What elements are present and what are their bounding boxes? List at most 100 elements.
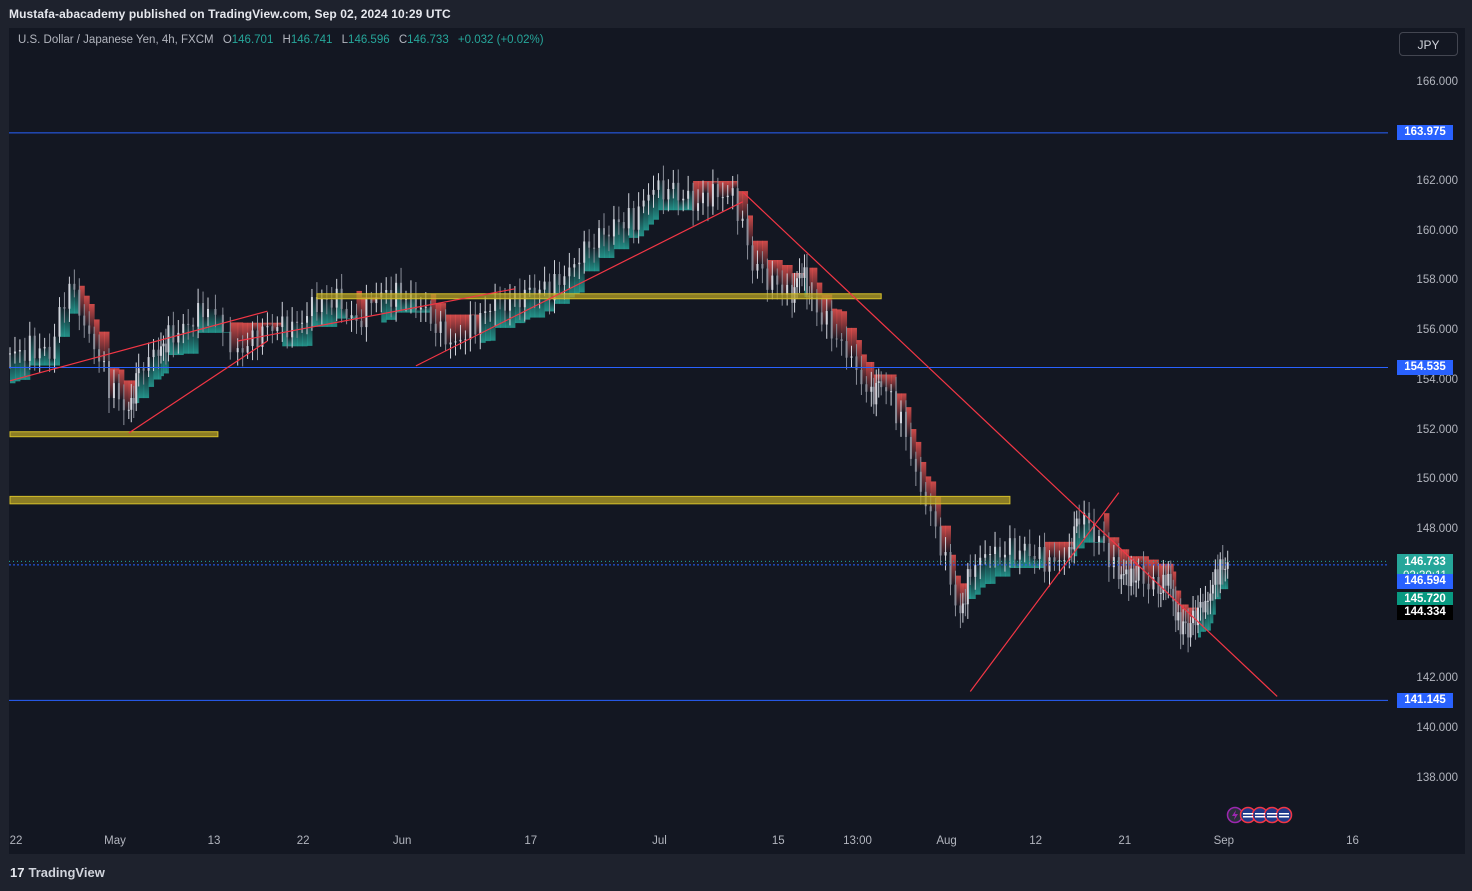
ribbon-segment — [435, 303, 442, 333]
candle-body — [900, 411, 902, 424]
tradingview-logo[interactable]: 17 TradingView — [10, 865, 105, 880]
ribbon-segment — [415, 309, 422, 313]
candle-body — [914, 458, 917, 472]
candle-body — [276, 327, 279, 332]
candle-body — [33, 335, 36, 359]
time-tick-label: 22 — [296, 835, 310, 847]
ribbon-segment — [1034, 558, 1041, 568]
ribbon-segment — [118, 369, 125, 400]
candle-body — [1177, 612, 1180, 621]
tradingview-logo-icon: 17 — [10, 865, 25, 880]
ribbon-segment — [985, 554, 991, 584]
candle-body — [137, 368, 140, 374]
candle-body — [142, 368, 145, 371]
ribbon-segment — [891, 374, 897, 392]
ribbon-segment — [975, 564, 981, 595]
publisher-line: Mustafa-abacademy published on TradingVi… — [9, 7, 451, 21]
ribbon-segment — [307, 316, 313, 346]
ribbon-segment — [1099, 536, 1105, 543]
ribbon-segment — [643, 200, 650, 231]
ribbon-segment — [287, 337, 293, 347]
candle-body — [667, 189, 670, 200]
price-axis-tag: 154.535 — [1397, 359, 1453, 375]
ribbon-segment — [445, 314, 452, 345]
ribbon-segment — [450, 314, 456, 343]
candle-body — [880, 381, 883, 388]
candle-body — [568, 267, 571, 277]
candle-body — [449, 342, 452, 345]
candle-body — [865, 384, 868, 392]
candle-body — [63, 307, 66, 309]
top-bar: Mustafa-abacademy published on TradingVi… — [0, 0, 1472, 28]
candle-body — [214, 308, 217, 315]
candle-body — [159, 346, 162, 356]
ribbon-segment — [836, 309, 843, 340]
chart-area[interactable] — [9, 28, 1465, 854]
candle-body — [1164, 574, 1167, 586]
ribbon-segment — [1064, 541, 1070, 561]
ribbon-segment — [1108, 537, 1115, 568]
ribbon-segment — [608, 236, 615, 258]
candle-body — [578, 262, 581, 265]
symbol-title[interactable]: U.S. Dollar / Japanese Yen, 4h, FXCM — [18, 34, 214, 46]
candle-body — [672, 182, 675, 190]
candle-body — [310, 297, 313, 317]
ribbon-segment — [1074, 526, 1078, 557]
candle-body — [1117, 557, 1120, 580]
ribbon-segment — [935, 496, 942, 527]
price-tick-label: 160.000 — [1416, 224, 1458, 237]
ribbon-segment — [970, 576, 976, 599]
ribbon-segment — [123, 380, 130, 411]
ribbon-segment — [230, 322, 239, 353]
candle-body — [603, 228, 605, 235]
candle-body — [984, 554, 987, 558]
ribbon-segment — [554, 273, 560, 304]
candle-body — [815, 297, 818, 313]
price-tick-label: 166.000 — [1416, 75, 1458, 88]
symbol-legend: U.S. Dollar / Japanese Yen, 4h, FXCM O14… — [18, 34, 544, 46]
candle-body — [583, 241, 586, 263]
candle-body — [43, 346, 46, 349]
ribbon-segment — [34, 358, 41, 366]
candle-body — [108, 361, 110, 399]
candle-body — [939, 526, 942, 556]
candle-body — [330, 299, 333, 308]
ribbon-segment — [668, 189, 674, 211]
candle-body — [1157, 577, 1160, 594]
candle-body — [18, 350, 21, 352]
candle-body — [93, 333, 96, 350]
price-tick-label: 140.000 — [1416, 721, 1458, 734]
chart-canvas[interactable] — [9, 28, 1465, 854]
ribbon-segment — [1103, 513, 1110, 544]
ribbon-segment — [638, 206, 645, 237]
candle-body — [904, 411, 907, 437]
ribbon-segment — [455, 314, 461, 342]
ribbon-segment — [787, 264, 793, 285]
candle-body — [48, 346, 51, 359]
candle-body — [677, 182, 680, 201]
ribbon-segment — [1207, 600, 1211, 631]
ribbon-segment — [49, 358, 56, 366]
ribbon-segment — [945, 525, 951, 552]
candle-body — [593, 247, 596, 249]
ribbon-segment — [940, 525, 947, 556]
candle-body — [1209, 593, 1212, 601]
candle-body — [88, 325, 91, 334]
candle-body — [558, 273, 561, 285]
candle-body — [781, 284, 784, 295]
trendline — [237, 288, 516, 342]
candle-body — [1211, 584, 1214, 594]
candle-body — [229, 331, 232, 353]
currency-button[interactable]: JPY — [1399, 32, 1458, 56]
ribbon-segment — [811, 267, 818, 298]
economic-events-icon[interactable] — [1226, 806, 1296, 824]
candle-body — [182, 323, 185, 333]
candle-body — [1093, 523, 1096, 542]
candle-body — [860, 369, 863, 385]
ribbon-segment — [1069, 541, 1073, 547]
candle-body — [929, 506, 932, 512]
time-tick-label: Sep — [1213, 835, 1235, 847]
ribbon-segment — [613, 219, 620, 250]
candle-body — [1088, 512, 1091, 524]
open-key: O — [222, 34, 232, 46]
